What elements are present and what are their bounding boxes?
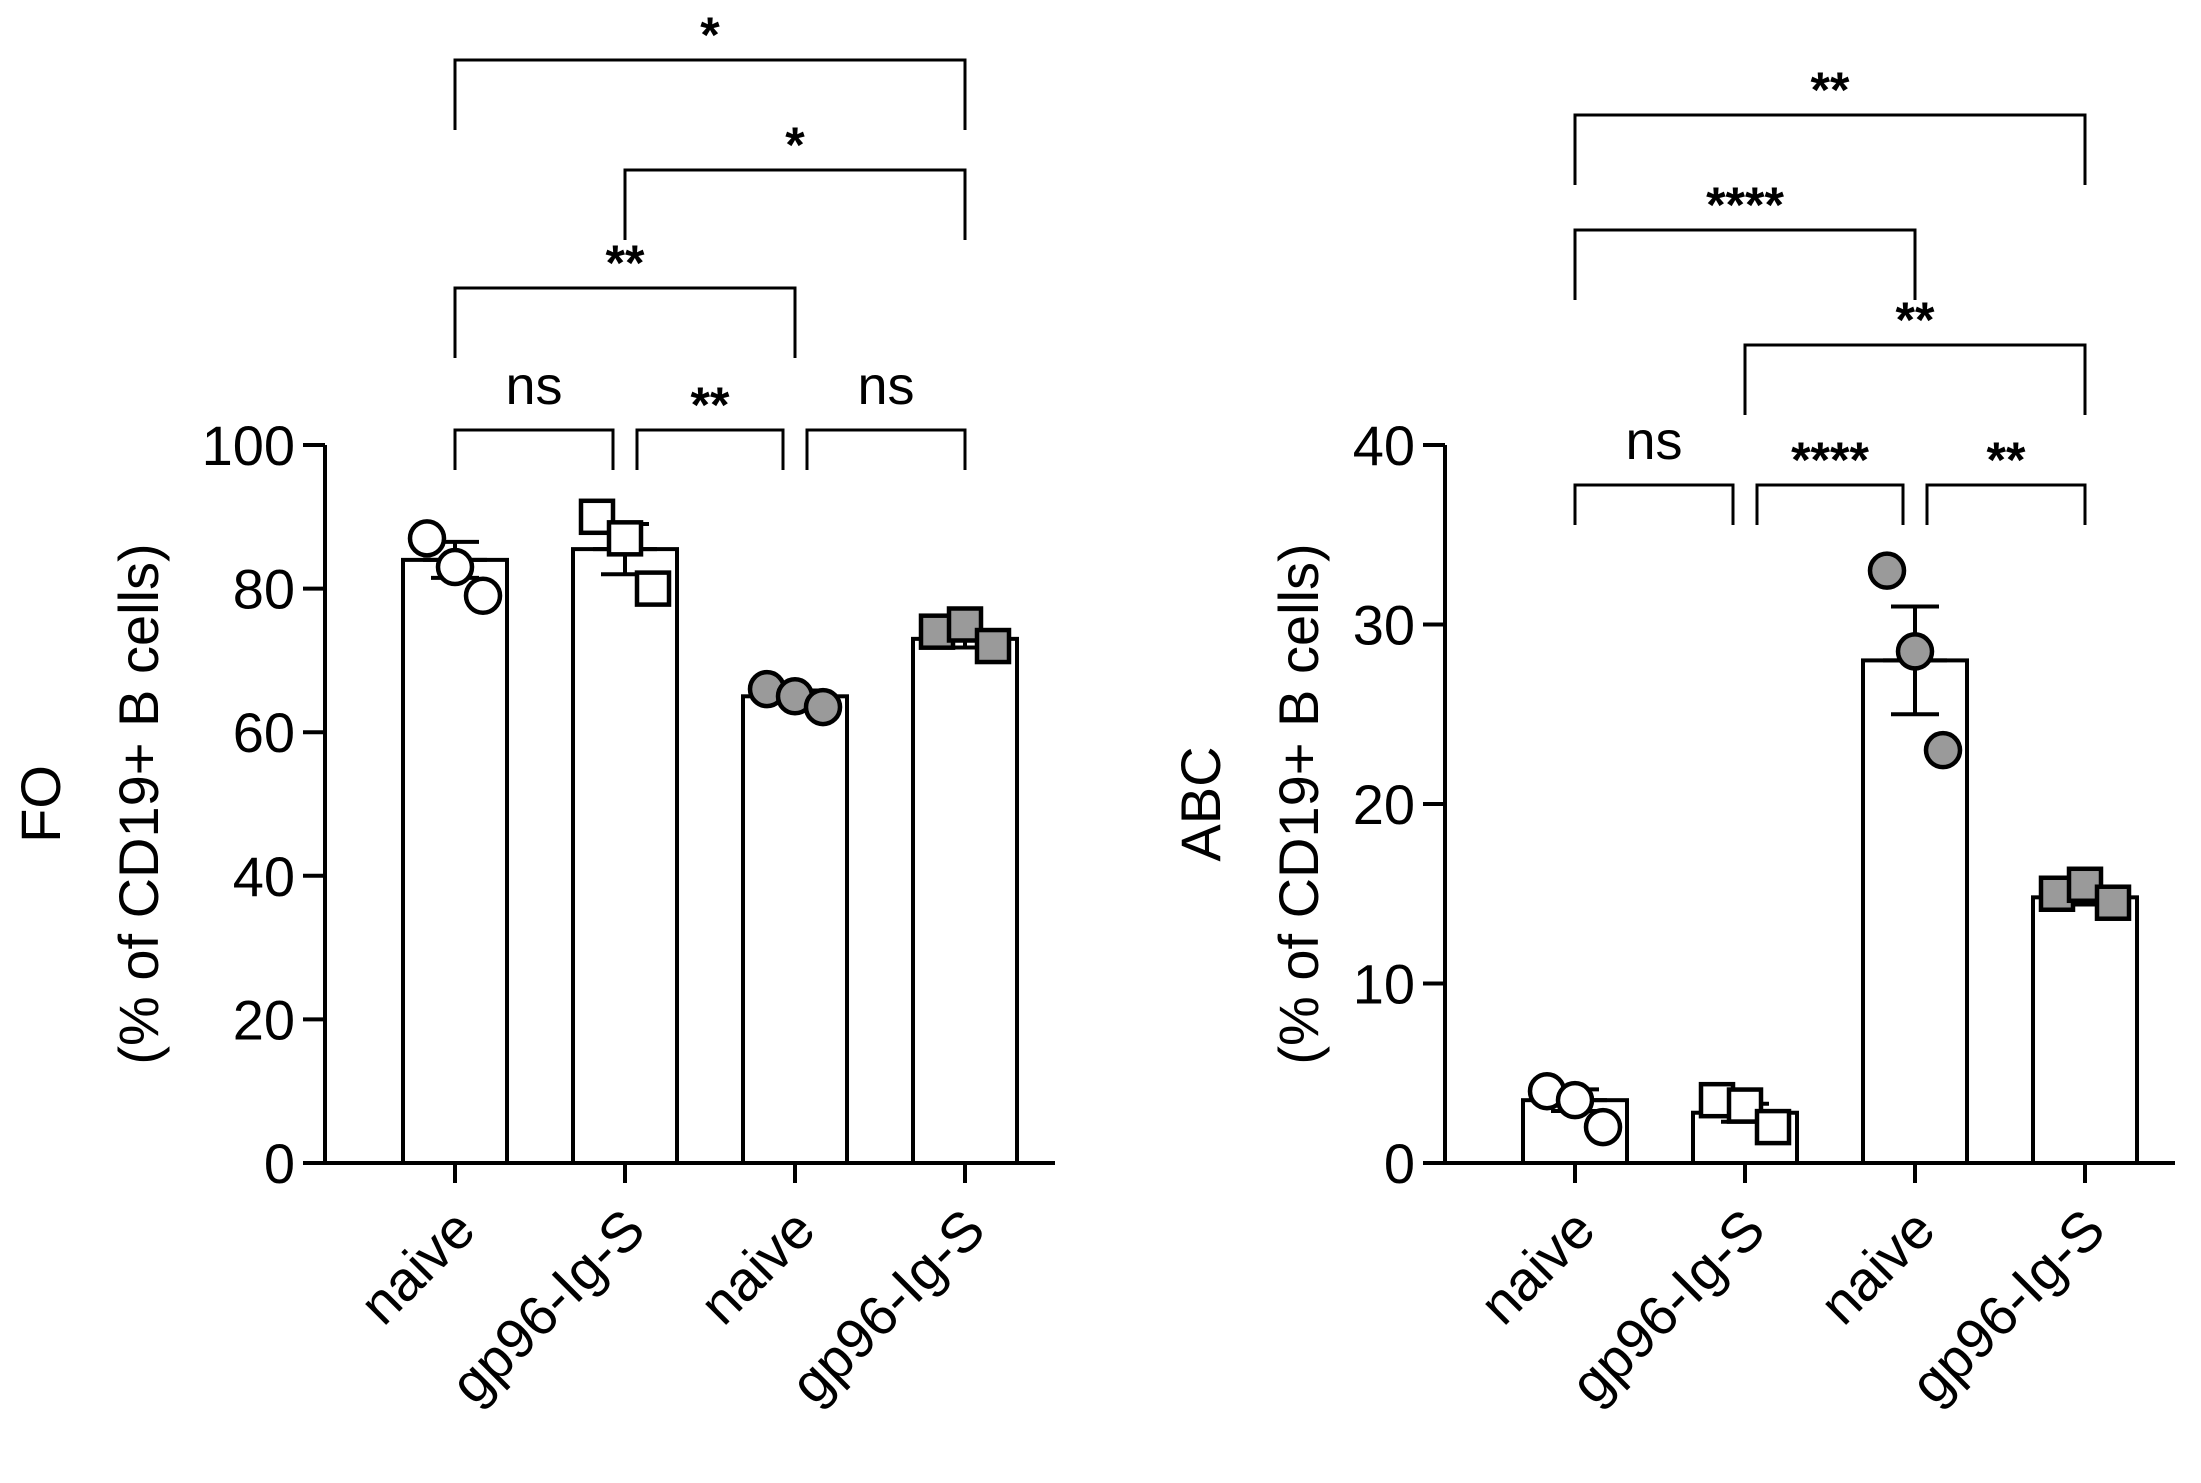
y-tick-label: 60 (233, 701, 295, 764)
bar (911, 636, 1019, 1165)
significance-bracket (805, 428, 967, 470)
data-point (407, 519, 447, 558)
x-tick-label: naive (687, 1197, 826, 1336)
significance-label: ** (606, 235, 645, 291)
data-point (634, 570, 672, 607)
y-tick-label: 20 (233, 988, 295, 1051)
x-tick-label: naive (347, 1197, 486, 1336)
bar (571, 547, 679, 1165)
data-point (435, 547, 475, 587)
y-tick-label: 40 (1353, 414, 1415, 477)
data-point (1867, 551, 1907, 590)
significance-bracket (1573, 113, 2087, 185)
x-tick-label: naive (1467, 1197, 1606, 1336)
y-axis-label: ABC (1169, 746, 1232, 861)
significance-label: ns (1625, 411, 1682, 471)
significance-bracket (1925, 483, 2087, 525)
x-tick-label: naive (1807, 1197, 1946, 1336)
significance-bracket (1755, 483, 1905, 525)
bar (741, 694, 849, 1165)
significance-bracket (623, 168, 967, 240)
y-tick-label: 0 (1384, 1132, 1415, 1195)
significance-bracket (453, 428, 615, 470)
data-point (606, 520, 644, 557)
significance-bracket (453, 58, 967, 130)
significance-label: ** (1811, 62, 1850, 118)
significance-label: ns (505, 356, 562, 416)
significance-label: ** (691, 377, 730, 433)
significance-label: * (700, 7, 720, 63)
data-point (1555, 1080, 1595, 1120)
data-point (1895, 632, 1935, 671)
bar (2031, 895, 2139, 1166)
data-point (1923, 730, 1963, 770)
significance-label: * (785, 117, 805, 173)
data-point (974, 627, 1012, 665)
bar (401, 557, 509, 1165)
y-tick-label: 80 (233, 558, 295, 621)
data-point (1583, 1107, 1623, 1147)
y-tick-label: 20 (1353, 773, 1415, 836)
significance-label: ** (1896, 292, 1935, 348)
y-tick-label: 10 (1353, 953, 1415, 1016)
y-tick-label: 40 (233, 845, 295, 908)
significance-bracket (453, 286, 797, 358)
y-axis-label: FO (9, 765, 72, 843)
significance-label: ns (857, 356, 914, 416)
y-axis-label-units: (% of CD19+ B cells) (1267, 543, 1330, 1064)
y-tick-label: 30 (1353, 594, 1415, 657)
data-point (1754, 1108, 1792, 1146)
significance-label: **** (1706, 177, 1784, 233)
data-point (463, 576, 503, 616)
data-point (803, 687, 843, 727)
y-tick-label: 100 (202, 414, 295, 477)
significance-label: ** (1987, 432, 2026, 488)
y-axis-label-units: (% of CD19+ B cells) (107, 543, 170, 1064)
data-point (2094, 884, 2132, 921)
significance-bracket (1573, 483, 1735, 525)
bar (1861, 658, 1969, 1166)
significance-bracket (635, 428, 785, 470)
significance-bracket (1743, 343, 2087, 415)
y-tick-label: 0 (264, 1132, 295, 1195)
significance-bracket (1573, 228, 1917, 300)
significance-label: **** (1791, 432, 1869, 488)
